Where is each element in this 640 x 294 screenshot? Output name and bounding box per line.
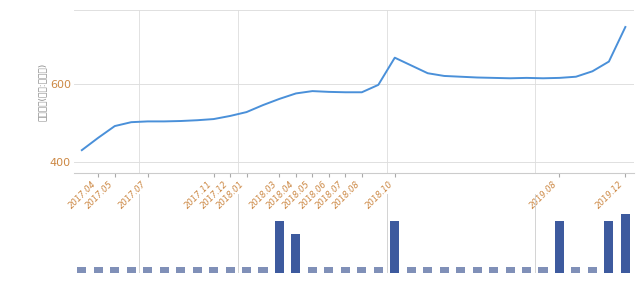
Bar — [308, 267, 317, 273]
Bar — [621, 214, 630, 273]
Bar — [176, 267, 185, 273]
Bar — [390, 220, 399, 273]
Bar — [456, 267, 465, 273]
Bar — [472, 267, 482, 273]
Bar — [275, 220, 284, 273]
Bar — [572, 267, 580, 273]
Bar — [324, 267, 333, 273]
Bar — [291, 234, 301, 273]
Y-axis label: 거래금액(단위:백만원): 거래금액(단위:백만원) — [38, 63, 47, 121]
Bar — [341, 267, 350, 273]
Bar — [225, 267, 235, 273]
Bar — [489, 267, 498, 273]
Bar — [94, 267, 103, 273]
Bar — [406, 267, 416, 273]
Bar — [127, 267, 136, 273]
Bar — [357, 267, 366, 273]
Bar — [588, 267, 597, 273]
Bar — [423, 267, 432, 273]
Bar — [555, 220, 564, 273]
Bar — [522, 267, 531, 273]
Bar — [110, 267, 119, 273]
Bar — [193, 267, 202, 273]
Bar — [209, 267, 218, 273]
Bar — [440, 267, 449, 273]
Bar — [143, 267, 152, 273]
Bar — [374, 267, 383, 273]
Bar — [159, 267, 169, 273]
Bar — [506, 267, 515, 273]
Bar — [77, 267, 86, 273]
Bar — [604, 220, 613, 273]
Bar — [242, 267, 251, 273]
Bar — [259, 267, 268, 273]
Bar — [538, 267, 548, 273]
